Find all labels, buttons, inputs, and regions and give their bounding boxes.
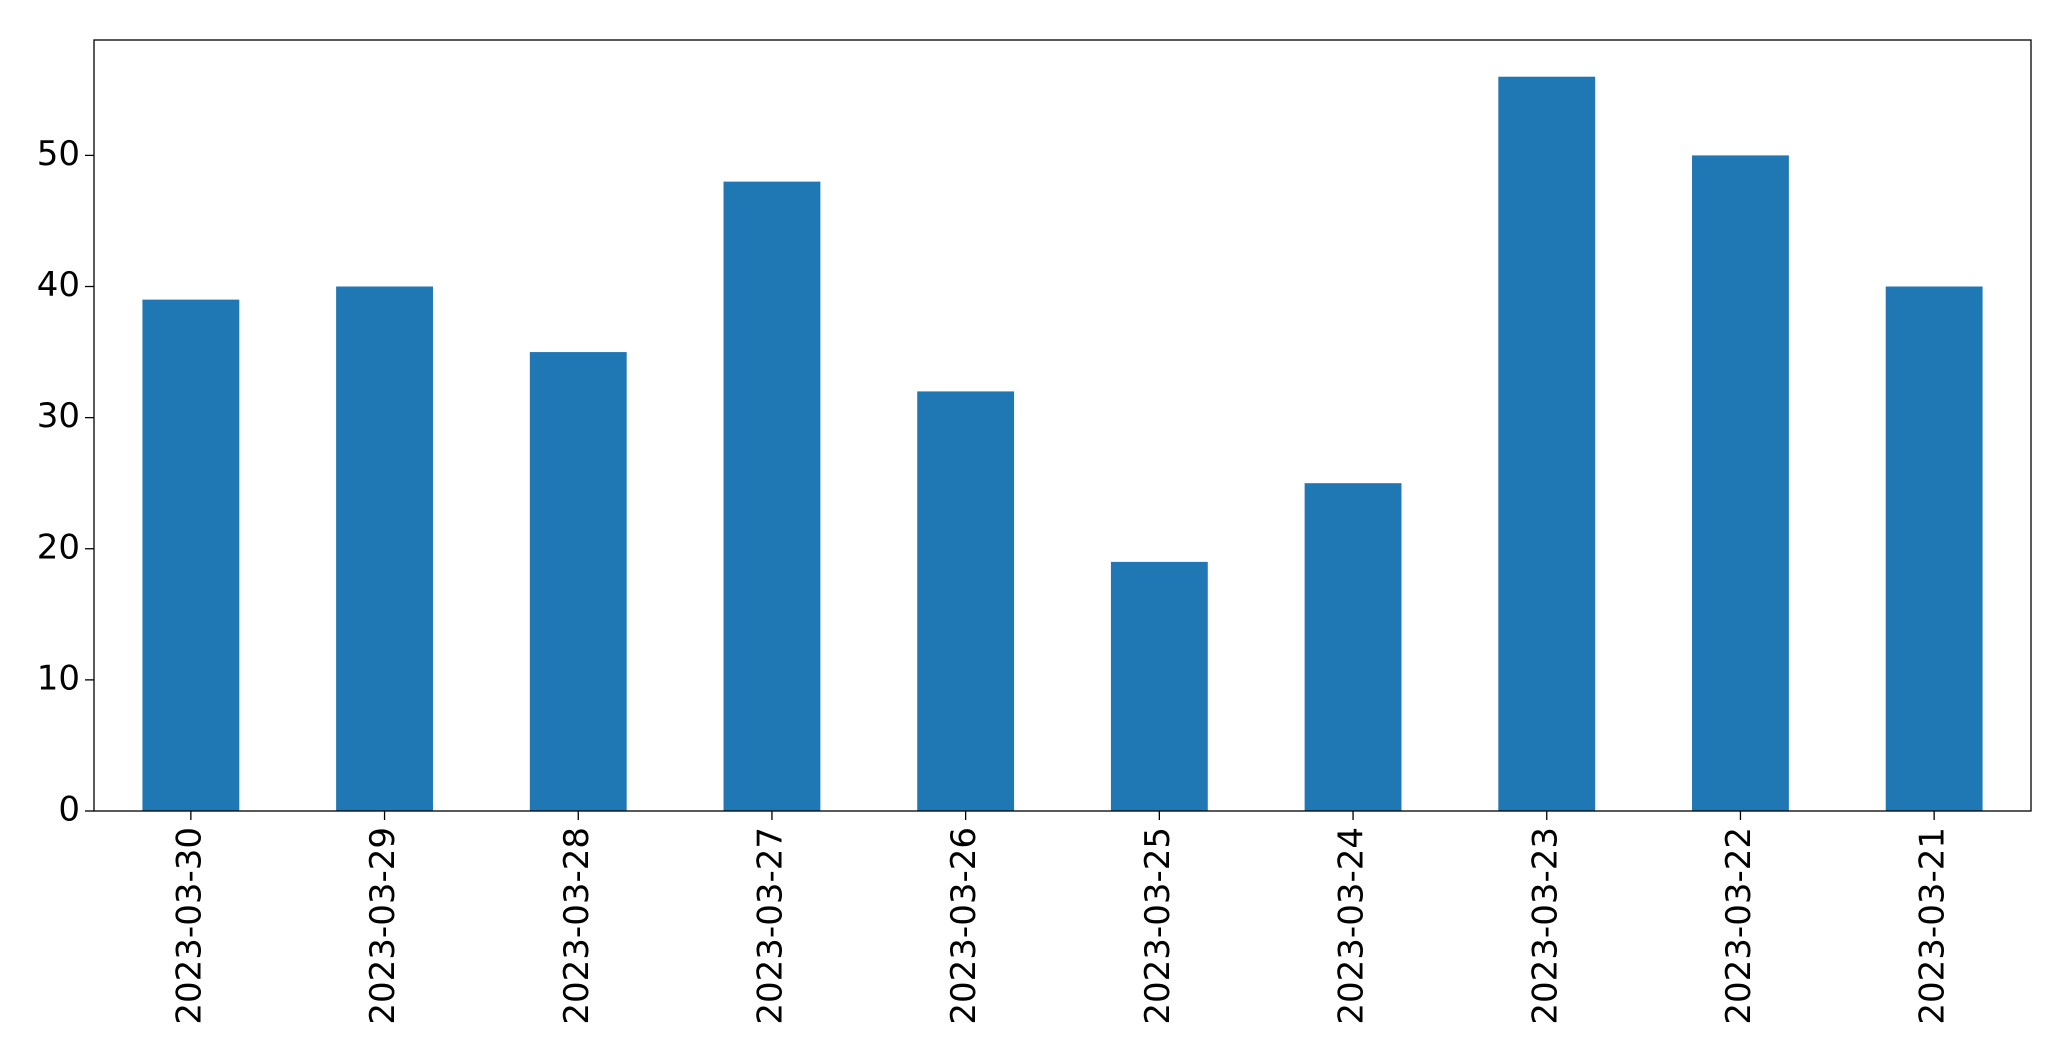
- x-tick-label: 2023-03-28: [557, 827, 597, 1025]
- y-tick-label: 40: [37, 265, 80, 305]
- x-tick-label: 2023-03-29: [363, 827, 403, 1025]
- y-tick-label: 30: [37, 396, 80, 436]
- bar: [1304, 483, 1402, 811]
- bar: [1110, 561, 1208, 811]
- x-tick-label: 2023-03-30: [169, 827, 209, 1025]
- x-tick-label: 2023-03-25: [1138, 827, 1178, 1025]
- bar: [142, 299, 240, 811]
- x-tick-label: 2023-03-23: [1525, 827, 1565, 1025]
- bar: [1498, 76, 1596, 811]
- bar: [1885, 286, 1983, 811]
- x-tick-label: 2023-03-22: [1719, 827, 1759, 1025]
- bar: [1692, 155, 1789, 811]
- plot-frame: [93, 39, 2032, 812]
- bar: [723, 181, 821, 811]
- y-tick-label: 50: [37, 134, 80, 174]
- bar: [336, 286, 433, 811]
- x-tick-label: 2023-03-21: [1913, 827, 1953, 1025]
- x-tick-label: 2023-03-26: [944, 827, 984, 1025]
- x-tick-label: 2023-03-27: [750, 827, 790, 1025]
- bar: [529, 352, 627, 811]
- x-tick-label: 2023-03-24: [1332, 827, 1372, 1025]
- bar: [917, 391, 1015, 811]
- y-tick-label: 20: [37, 527, 80, 567]
- y-tick-label: 10: [37, 658, 80, 698]
- y-tick-label: 0: [58, 790, 80, 830]
